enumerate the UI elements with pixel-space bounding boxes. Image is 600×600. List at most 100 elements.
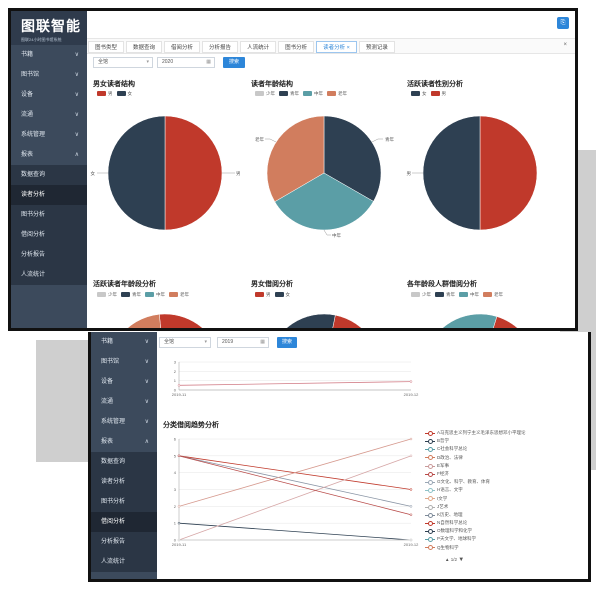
pie-slice[interactable] (423, 313, 527, 328)
legend-item[interactable]: 男 (255, 292, 271, 298)
series-line[interactable] (178, 522, 412, 541)
legend-item[interactable]: C社会科学总论 (425, 445, 585, 453)
sidebar-subitem[interactable]: 借阅分析 (91, 512, 157, 532)
sidebar-item[interactable]: 流通 ∨ (91, 392, 157, 412)
pie-slice[interactable] (323, 115, 382, 202)
sidebar-subitem[interactable]: 人流统计 (91, 552, 157, 572)
data-point[interactable] (409, 505, 413, 508)
data-point[interactable] (409, 454, 413, 458)
sidebar-subitem[interactable]: 数据查询 (91, 452, 157, 472)
user-button[interactable]: ⎘ (557, 17, 569, 29)
sidebar-item[interactable]: 设备 ∨ (11, 85, 87, 105)
sidebar-item[interactable]: 图书馆 ∨ (91, 352, 157, 372)
legend-item[interactable]: O数理科学和化学 (425, 527, 585, 535)
sidebar-subitem[interactable]: 读者分析 (11, 185, 87, 205)
pie-slice[interactable] (108, 314, 188, 328)
search-button[interactable]: 搜索 (277, 337, 297, 348)
sidebar-item[interactable]: 书籍 ∨ (11, 45, 87, 65)
pie-slice[interactable] (313, 314, 381, 328)
data-point[interactable] (177, 538, 181, 542)
sidebar-item[interactable]: 系统管理 ∨ (11, 125, 87, 145)
legend-item[interactable]: 老年 (327, 91, 347, 97)
sidebar-item[interactable]: 设备 ∨ (91, 372, 157, 392)
pager-up-icon[interactable]: ▲ (445, 557, 450, 562)
pie-slice[interactable] (422, 115, 481, 231)
library-select[interactable]: 全馆 ▾ (93, 57, 153, 68)
sidebar-subitem[interactable]: 数据查询 (11, 165, 87, 185)
data-point[interactable] (409, 513, 413, 516)
data-point[interactable] (177, 384, 181, 387)
tab[interactable]: 图书分析 (278, 41, 315, 53)
legend-item[interactable]: 女 (274, 292, 290, 298)
legend-item[interactable]: 少年 (411, 292, 431, 298)
pager-down-icon[interactable]: ▼ (458, 557, 465, 563)
legend-item[interactable]: 青年 (279, 91, 299, 97)
data-point[interactable] (409, 437, 413, 441)
pie-slice[interactable] (159, 313, 222, 328)
sidebar-item[interactable]: 图书馆 ∨ (11, 65, 87, 85)
year-input[interactable]: 2020 ▦ (157, 57, 215, 68)
tab[interactable]: 借阅分析 (164, 41, 201, 53)
legend-item[interactable]: 女 (411, 91, 427, 97)
series-line[interactable] (178, 455, 412, 541)
data-point[interactable] (177, 505, 181, 508)
legend-item[interactable]: 男 (430, 91, 446, 97)
tab[interactable]: 图书类型 (88, 41, 125, 53)
legend-item[interactable]: I文学 (425, 495, 585, 503)
year-input[interactable]: 2019 ▦ (217, 337, 269, 348)
tab[interactable]: 读者分析 × (316, 41, 357, 53)
legend-item[interactable]: B哲学 (425, 437, 585, 445)
legend-item[interactable]: Q生物科学 (425, 544, 585, 552)
legend-pager[interactable]: ▲ 1/2 ▼ (445, 557, 465, 563)
pie-slice[interactable] (480, 316, 537, 328)
legend-item[interactable]: G文化、科学、教育、体育 (425, 478, 585, 486)
legend-item[interactable]: F经济 (425, 470, 585, 478)
sidebar-item[interactable]: 系统管理 ∨ (91, 412, 157, 432)
pie-slice[interactable] (267, 313, 336, 328)
data-point[interactable] (409, 488, 413, 491)
series-line[interactable] (178, 381, 412, 386)
series-line[interactable] (178, 438, 412, 507)
data-point[interactable] (409, 538, 413, 542)
legend-item[interactable]: H语言、文字 (425, 486, 585, 494)
sidebar-item[interactable]: 书籍 ∨ (91, 332, 157, 352)
sidebar-item[interactable]: 流通 ∨ (11, 105, 87, 125)
sidebar-item[interactable]: 报表 ∧ (11, 145, 87, 165)
legend-item[interactable]: 老年 (169, 292, 189, 298)
pie-slice[interactable] (266, 115, 325, 203)
search-button[interactable]: 搜索 (223, 57, 245, 68)
legend-item[interactable]: E军事 (425, 462, 585, 470)
legend-item[interactable]: 女 (116, 91, 132, 97)
pie-slice[interactable] (107, 115, 166, 231)
pie-slice[interactable] (164, 115, 223, 231)
series-line[interactable] (178, 455, 412, 507)
close-all-icon[interactable]: × (563, 42, 567, 48)
legend-item[interactable]: K历史、地理 (425, 511, 585, 519)
series-line[interactable] (178, 455, 412, 516)
sidebar-subitem[interactable]: 人流统计 (11, 265, 87, 285)
sidebar-subitem[interactable]: 图书分析 (91, 492, 157, 512)
data-point[interactable] (409, 380, 413, 383)
sidebar-subitem[interactable]: 分析报告 (91, 532, 157, 552)
legend-item[interactable]: A马克思主义列宁主义毛泽东思想邓小平理论 (425, 429, 585, 437)
legend-item[interactable]: 中年 (459, 292, 479, 298)
pie-slice[interactable] (479, 115, 538, 231)
legend-item[interactable]: 老年 (483, 292, 503, 298)
legend-item[interactable]: 中年 (303, 91, 323, 97)
legend-item[interactable]: 男 (97, 91, 113, 97)
data-point[interactable] (177, 454, 181, 458)
sidebar-item[interactable]: 报表 ∧ (91, 432, 157, 452)
legend-item[interactable]: 青年 (121, 292, 141, 298)
data-point[interactable] (177, 521, 181, 525)
tab[interactable]: 人流统计 (240, 41, 277, 53)
tab[interactable]: 数据查询 (126, 41, 163, 53)
library-select[interactable]: 全馆 ▾ (159, 337, 211, 348)
sidebar-subitem[interactable]: 分析报告 (11, 245, 87, 265)
legend-item[interactable]: J艺术 (425, 503, 585, 511)
legend-item[interactable]: 少年 (97, 292, 117, 298)
legend-item[interactable]: P天文学、地球科学 (425, 535, 585, 543)
close-icon[interactable]: × (345, 45, 350, 51)
legend-item[interactable]: D政治、法律 (425, 454, 585, 462)
sidebar-subitem[interactable]: 图书分析 (11, 205, 87, 225)
legend-item[interactable]: N自然科学总论 (425, 519, 585, 527)
